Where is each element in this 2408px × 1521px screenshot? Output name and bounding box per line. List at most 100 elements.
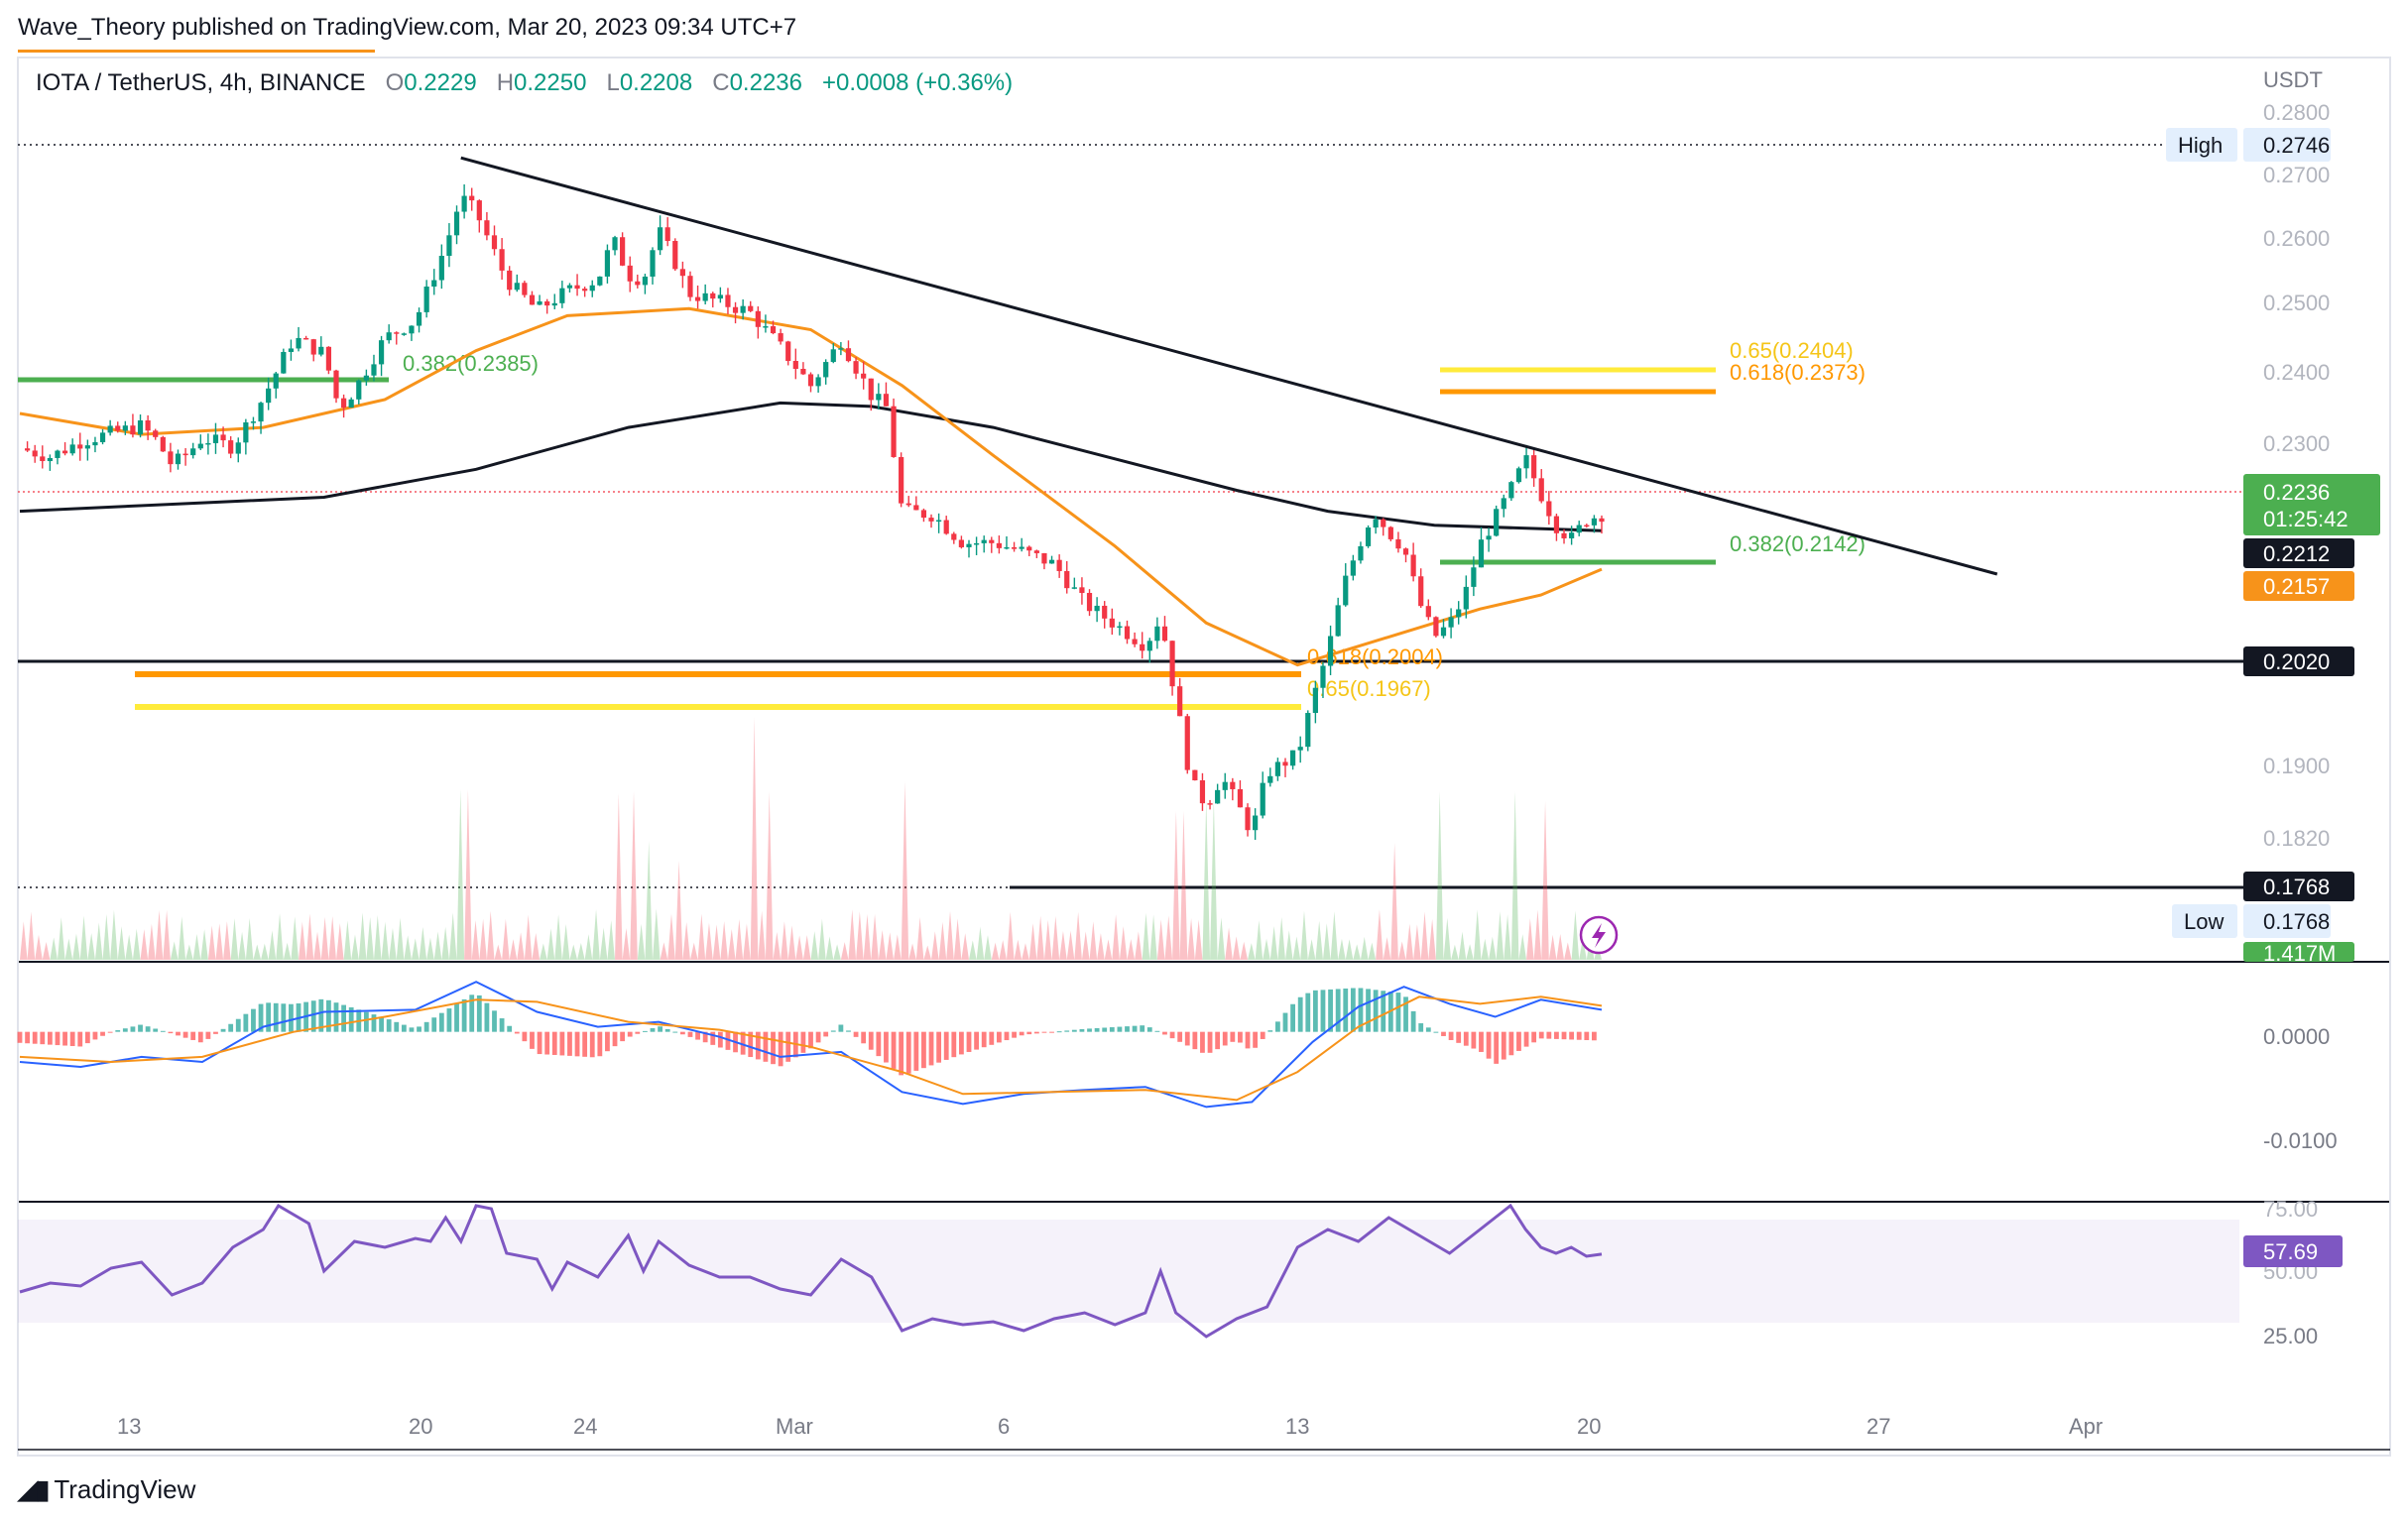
- macd-histogram-bar: [1508, 1031, 1514, 1056]
- macd-histogram-bar: [1094, 1027, 1100, 1032]
- macd-histogram-bar: [823, 1031, 829, 1037]
- macd-histogram-bar: [567, 1031, 572, 1056]
- symbol-name[interactable]: IOTA / TetherUS, 4h, BINANCE: [36, 69, 366, 96]
- ema50-tag: [2243, 571, 2354, 601]
- candle-body: [522, 283, 528, 295]
- volume-bar: [87, 933, 95, 960]
- candle-body: [537, 300, 542, 305]
- macd-histogram-bar: [84, 1031, 90, 1044]
- volume-bar: [637, 923, 646, 960]
- volume-bar: [682, 921, 690, 960]
- volume-bar: [1135, 931, 1143, 960]
- volume-bar: [810, 931, 819, 960]
- macd-histogram-bar: [1418, 1023, 1424, 1032]
- macd-histogram-bar: [838, 1024, 844, 1032]
- trendline-group[interactable]: [460, 156, 1998, 576]
- macd-histogram-bar: [1004, 1031, 1010, 1041]
- volume-bar: [599, 927, 608, 960]
- macd-histogram-bar: [1328, 989, 1333, 1032]
- macd-histogram-bar: [1019, 1031, 1024, 1036]
- price-axis[interactable]: USDT 0.2800 0.2700 0.2600 0.2500 0.2400 …: [2166, 67, 2380, 1348]
- volume-bar: [441, 926, 449, 960]
- candle-body: [228, 440, 234, 454]
- volume-bar: [660, 942, 668, 960]
- rsi-pane[interactable]: [19, 1203, 1603, 1339]
- macd-histogram-bar: [936, 1031, 942, 1063]
- volume-bar: [389, 927, 397, 960]
- tradingview-brand[interactable]: ◢▮ TradingView: [18, 1474, 195, 1505]
- volume-bar: [1510, 791, 1519, 960]
- footer-brand-label: TradingView: [54, 1474, 196, 1504]
- volume-bar: [915, 917, 924, 960]
- macd-histogram-bar: [153, 1028, 159, 1032]
- macd-histogram-bar: [454, 1003, 459, 1032]
- volume-bar: [170, 941, 179, 960]
- change-value: +0.0008 (+0.36%): [822, 69, 1014, 96]
- macd-pane[interactable]: [17, 981, 1603, 1109]
- candle-body: [220, 434, 226, 441]
- candle-body: [763, 326, 769, 328]
- macd-histogram-bar: [1395, 993, 1401, 1032]
- candle-body: [815, 377, 821, 387]
- candle-body: [1282, 761, 1288, 766]
- candle-body: [928, 518, 934, 522]
- time-tick: Mar: [776, 1414, 813, 1439]
- candle-body: [182, 453, 188, 456]
- candle-body: [1124, 626, 1131, 640]
- time-axis[interactable]: 13 20 24 Mar 6 13 20 27 Apr: [117, 1414, 2103, 1439]
- fibonacci-lines[interactable]: 0.382(0.2385) 0.65(0.2404) 0.618(0.2373)…: [18, 338, 1866, 710]
- ema50-line: [19, 306, 1603, 667]
- volume-bar: [1353, 944, 1361, 960]
- candle-body: [1538, 478, 1544, 502]
- candle-body: [800, 369, 806, 375]
- macd-line: [19, 981, 1603, 1109]
- candle-body: [1199, 779, 1206, 804]
- macd-histogram-bar: [476, 994, 482, 1032]
- candle-body: [258, 403, 264, 422]
- candle-body: [348, 399, 354, 409]
- volume-bar: [253, 944, 262, 960]
- candle-body: [476, 200, 482, 221]
- macd-histogram-bar: [913, 1031, 919, 1071]
- macd-histogram-bar: [213, 1031, 218, 1034]
- candle-body: [1064, 570, 1070, 589]
- moving-averages[interactable]: [19, 306, 1603, 667]
- volume-bar: [1300, 910, 1308, 960]
- candle-body: [920, 510, 927, 519]
- candlesticks[interactable]: [24, 183, 1605, 840]
- price-tick: 0.2400: [2263, 360, 2330, 385]
- macd-histogram-bar: [1343, 988, 1349, 1032]
- candle-body: [325, 346, 332, 371]
- volume-bar: [1066, 930, 1075, 960]
- volume-bar: [1277, 916, 1285, 960]
- volume-bar: [200, 929, 208, 960]
- macd-histogram-bar: [258, 1003, 264, 1032]
- volume-bar: [1269, 926, 1278, 960]
- candle-body: [1305, 713, 1311, 748]
- candle-body: [333, 370, 339, 399]
- volume-bar: [163, 910, 171, 960]
- volume-bar: [27, 911, 36, 960]
- macd-histogram-bar: [589, 1031, 595, 1058]
- volume-bar: [1533, 909, 1542, 960]
- candle-body: [612, 237, 618, 251]
- candle-body: [438, 255, 444, 281]
- price-tick: 0.2500: [2263, 291, 2330, 315]
- low-label: L: [606, 69, 620, 96]
- candle-body: [1041, 552, 1047, 564]
- volume-bar: [1443, 917, 1452, 960]
- ma200-value: 0.2212: [2263, 541, 2330, 566]
- volume-bar: [1360, 936, 1369, 960]
- high-value: 0.2250: [514, 69, 587, 96]
- candle-body: [1245, 807, 1251, 831]
- volume-bar: [1489, 936, 1497, 960]
- candle-body: [958, 539, 965, 547]
- volume-bar: [561, 924, 570, 960]
- lightning-icon[interactable]: [1579, 915, 1619, 955]
- macd-histogram-bar: [47, 1031, 53, 1045]
- volume-bar: [984, 935, 992, 960]
- macd-histogram-bar: [417, 1026, 421, 1032]
- volume-bar: [1225, 927, 1233, 960]
- macd-histogram-bar: [530, 1031, 535, 1049]
